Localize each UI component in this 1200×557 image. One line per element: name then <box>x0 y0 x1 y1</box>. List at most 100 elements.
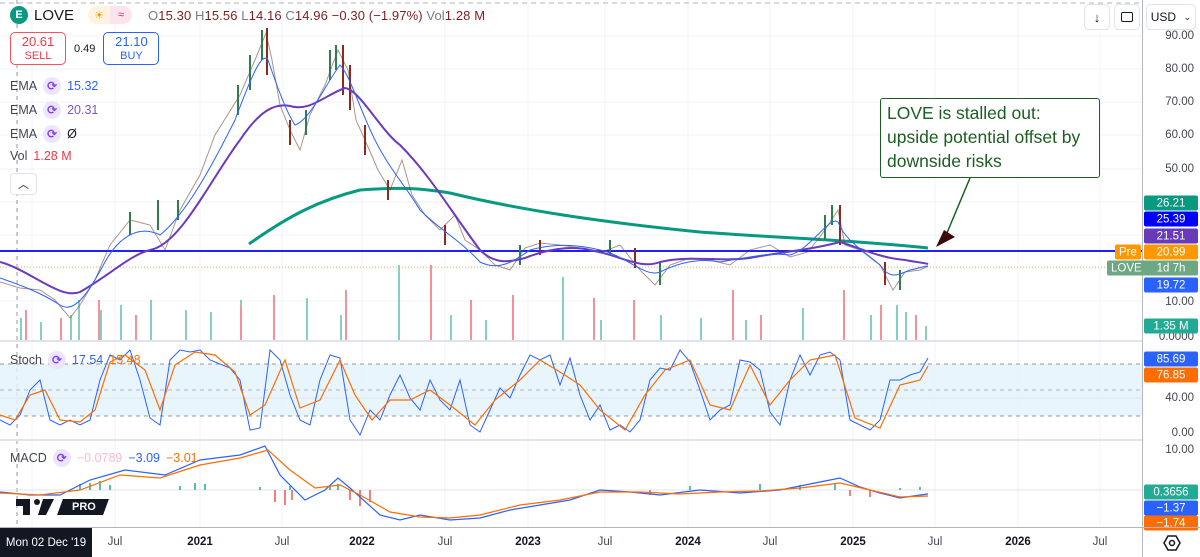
premarket-label: Pre <box>1115 244 1141 260</box>
indicator-ema-2[interactable]: EMA ⟳ 20.31 <box>10 101 98 119</box>
sun-icon: ☀ <box>88 6 111 24</box>
vol-value: 1.28 M <box>444 7 486 23</box>
indicator-stoch[interactable]: Stoch ⟳ 17.54 15.48 <box>10 351 141 369</box>
sell-button[interactable]: 20.61 SELL <box>10 32 66 65</box>
symbol-name[interactable]: LOVE <box>34 6 75 24</box>
price-axis[interactable]: USD ⌄ 90.00 80.00 70.00 60.00 50.00 10.0… <box>1142 0 1200 531</box>
indicator-ema-1[interactable]: EMA ⟳ 15.32 <box>10 77 98 95</box>
macd-value: −3.09 <box>128 451 160 465</box>
time-tick: 2025 <box>840 536 866 548</box>
price-tick: 80.00 <box>1165 63 1194 75</box>
currency-label: USD <box>1150 10 1177 24</box>
indicator-name: Vol <box>10 149 28 163</box>
indicator-name: MACD <box>10 451 47 465</box>
time-tick: Jul <box>927 536 943 548</box>
sell-price: 20.61 <box>21 33 55 49</box>
volume-bars <box>20 265 927 340</box>
close-label: C <box>285 7 295 23</box>
macd-hist-value: −0.0789 <box>76 451 123 465</box>
refresh-icon[interactable]: ⟳ <box>43 125 62 143</box>
time-tick: 2023 <box>515 536 541 548</box>
time-tick: Jul <box>597 536 613 548</box>
collapse-legend-button[interactable]: ︿ <box>10 173 37 195</box>
stoch-k-line <box>0 348 929 437</box>
price-tick: 90.00 <box>1165 30 1194 42</box>
indicator-value: 20.31 <box>67 103 99 117</box>
bar-countdown-tag: 1d 7h <box>1144 260 1198 276</box>
ema-fast-price-tag: 19.72 <box>1144 277 1198 293</box>
symbol-logo-icon: E <box>10 6 28 24</box>
candles <box>129 28 901 290</box>
tradingview-logo: PRO <box>16 497 109 517</box>
indicator-value: Ø <box>67 127 77 141</box>
buy-price: 21.10 <box>115 33 148 49</box>
currency-dropdown[interactable]: USD ⌄ <box>1146 4 1196 30</box>
high-label: H <box>195 7 205 23</box>
buy-button[interactable]: 21.10 BUY <box>103 32 160 65</box>
market-status-pill[interactable]: ☀ ≈ <box>88 6 133 24</box>
price-tick: 50.00 <box>1165 163 1194 175</box>
macd-line <box>0 445 929 521</box>
time-axis[interactable]: Mon 02 Dec '19 Jul 2021 Jul 2022 Jul 202… <box>0 527 1142 557</box>
chart-settings-button[interactable] <box>1142 527 1200 557</box>
time-tick: Jul <box>1092 536 1108 548</box>
time-tick: Jul <box>762 536 778 548</box>
macd-hist-tag: 0.3656 <box>1144 484 1198 500</box>
indicator-volume[interactable]: Vol 1.28 M <box>10 149 72 163</box>
indicator-name: EMA <box>10 79 38 93</box>
ema200-price-tag: 26.21 <box>1144 195 1198 211</box>
sell-label: SELL <box>24 49 52 62</box>
annotation-callout[interactable]: LOVE is stalled out: upside potential of… <box>880 98 1100 178</box>
indicator-macd[interactable]: MACD ⟳ −0.0789 −3.09 −3.01 <box>10 449 198 467</box>
chevron-up-icon: ︿ <box>18 179 29 191</box>
macd-histogram <box>79 481 921 506</box>
trade-panel: 20.61 SELL 0.49 21.10 BUY <box>10 32 160 65</box>
time-tick: 2022 <box>349 536 375 548</box>
macd-line-tag: −1.37 <box>1144 500 1198 516</box>
open-label: O <box>148 7 159 23</box>
stoch-d-tag: 76.85 <box>1144 367 1198 383</box>
change-value: −0.30 (−1.97%) <box>331 7 423 23</box>
time-tick: 2021 <box>187 536 213 548</box>
download-button[interactable]: ↓ <box>1084 4 1110 30</box>
refresh-icon[interactable]: ⟳ <box>47 351 66 369</box>
fullscreen-button[interactable] <box>1114 4 1140 30</box>
price-tick: 60.00 <box>1165 129 1194 141</box>
time-tick: Jul <box>274 536 290 548</box>
settings-hexagon-icon <box>1162 534 1181 551</box>
buy-label: BUY <box>120 49 143 62</box>
pane-separator-stoch[interactable] <box>0 340 1200 342</box>
time-tick: Jul <box>107 536 123 548</box>
premarket-price-tag: 20.99 <box>1144 244 1198 260</box>
macd-signal-tag: −1.74 <box>1144 515 1198 531</box>
price-tick: 70.00 <box>1165 96 1194 108</box>
main-chart-canvas[interactable] <box>0 0 1142 527</box>
refresh-icon[interactable]: ⟳ <box>43 101 62 119</box>
horizontal-line-price-tag: 25.39 <box>1144 211 1198 227</box>
pane-separator-macd[interactable] <box>0 439 1200 441</box>
stoch-k-tag: 85.69 <box>1144 351 1198 367</box>
ohlc-values: O15.30 H15.56 L14.16 C14.96 −0.30 (−1.97… <box>148 8 485 23</box>
fullscreen-icon <box>1121 12 1133 22</box>
ema-slow-price-tag: 21.51 <box>1144 228 1198 244</box>
stoch-d-value: 15.48 <box>109 353 141 367</box>
symbol-label-tag: LOVE <box>1107 260 1146 276</box>
stoch-tick: 0.00 <box>1171 427 1194 439</box>
refresh-icon[interactable]: ⟳ <box>43 77 62 95</box>
chevron-down-icon: ⌄ <box>1183 11 1192 22</box>
stoch-d-line <box>0 351 929 431</box>
ema-fast-line <box>0 57 929 308</box>
download-icon: ↓ <box>1093 9 1101 25</box>
indicator-value: 1.28 M <box>33 149 72 163</box>
symbol-header: E LOVE ☀ ≈ O15.30 H15.56 L14.16 C14.96 −… <box>10 6 485 24</box>
refresh-icon[interactable]: ⟳ <box>52 449 71 467</box>
time-tick: 2026 <box>1005 536 1031 548</box>
wave-icon: ≈ <box>110 6 133 24</box>
crosshair-date-tag: Mon 02 Dec '19 <box>0 528 92 557</box>
close-value: 14.96 <box>294 7 328 23</box>
time-tick: 2024 <box>675 536 701 548</box>
indicator-ema-3[interactable]: EMA ⟳ Ø <box>10 125 77 143</box>
spread-value: 0.49 <box>74 42 96 55</box>
macd-signal-value: −3.01 <box>166 451 198 465</box>
